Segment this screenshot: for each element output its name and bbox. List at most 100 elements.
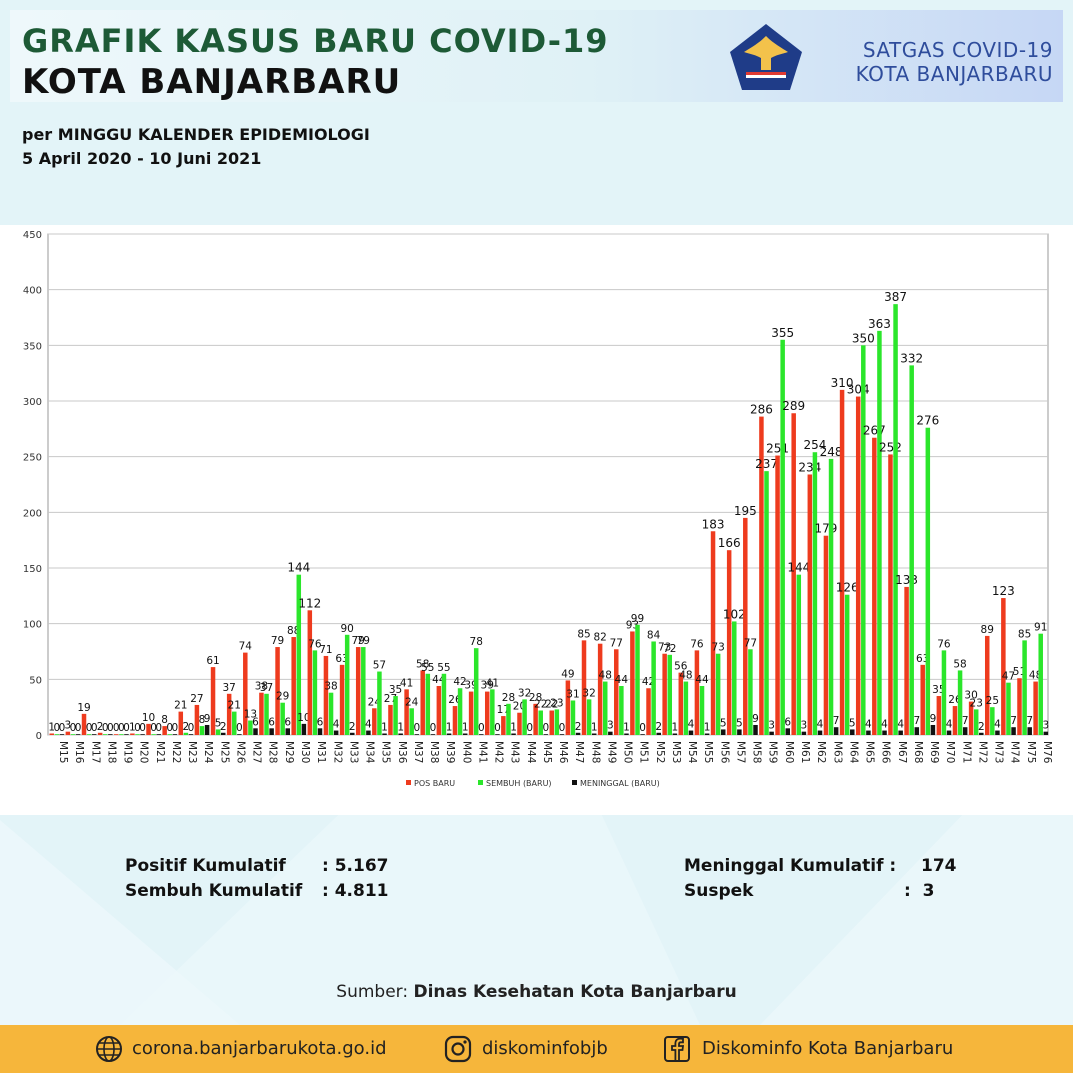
data-label: 332 bbox=[900, 351, 923, 365]
data-label: 1 bbox=[381, 722, 388, 734]
data-label: 37 bbox=[222, 682, 235, 694]
x-tick-label: M57 bbox=[734, 741, 746, 763]
bar-meninggal bbox=[930, 724, 936, 735]
data-label: 3 bbox=[607, 720, 614, 732]
x-tick-label: M23 bbox=[186, 741, 198, 763]
bar-sembuh bbox=[796, 574, 802, 735]
data-label: 363 bbox=[868, 317, 891, 331]
y-tick-label: 0 bbox=[36, 731, 42, 742]
data-label: 254 bbox=[803, 438, 826, 452]
bar-sembuh bbox=[361, 647, 366, 735]
data-label: 77 bbox=[610, 637, 623, 649]
x-tick-label: M74 bbox=[1009, 741, 1021, 764]
data-label: 286 bbox=[750, 403, 773, 417]
bar-sembuh bbox=[990, 707, 995, 735]
data-label: 267 bbox=[863, 424, 886, 438]
x-tick-label: M34 bbox=[364, 741, 376, 764]
website-link[interactable]: corona.banjarbarukota.go.id bbox=[132, 1038, 387, 1059]
data-label: 29 bbox=[276, 691, 289, 703]
data-label: 0 bbox=[59, 722, 66, 734]
y-tick-label: 250 bbox=[23, 453, 42, 464]
bar-meninggal bbox=[591, 733, 597, 735]
bar-pos-baru bbox=[452, 706, 458, 735]
data-label: 91 bbox=[1034, 622, 1047, 634]
bar-sembuh bbox=[780, 339, 785, 735]
bar-sembuh bbox=[828, 458, 834, 735]
x-tick-label: M18 bbox=[105, 741, 117, 763]
x-tick-label: M53 bbox=[670, 741, 682, 763]
facebook-link[interactable]: Diskominfo Kota Banjarbaru bbox=[702, 1038, 954, 1059]
bar-pos-baru bbox=[565, 680, 571, 735]
data-label: 32 bbox=[518, 687, 531, 699]
bar-pos-baru bbox=[468, 691, 474, 735]
x-tick-label: M63 bbox=[831, 741, 843, 763]
plot-area bbox=[47, 233, 1049, 736]
org-name-line-1: SATGAS COVID-19 bbox=[862, 38, 1053, 62]
bar-meninggal bbox=[817, 730, 823, 735]
bar-pos-baru bbox=[678, 672, 684, 735]
bar-sembuh bbox=[861, 345, 866, 735]
data-label: 0 bbox=[54, 722, 61, 734]
bar-sembuh bbox=[1006, 682, 1011, 735]
bar-sembuh bbox=[973, 709, 979, 735]
bar-sembuh bbox=[732, 621, 737, 735]
data-label: 22 bbox=[545, 699, 558, 711]
bar-pos-baru bbox=[775, 455, 780, 735]
x-tick-label: M24 bbox=[202, 741, 214, 764]
data-label: 76 bbox=[690, 638, 704, 650]
x-tick-label: M15 bbox=[57, 741, 69, 763]
bar-sembuh bbox=[683, 681, 689, 735]
bar-pos-baru bbox=[855, 396, 861, 735]
legend-label: MENINGGAL (BARU) bbox=[580, 779, 660, 788]
data-label: 79 bbox=[352, 635, 365, 647]
data-label: 133 bbox=[895, 573, 918, 587]
bar-sembuh bbox=[232, 711, 237, 735]
data-label: 9 bbox=[204, 713, 211, 725]
bar-meninggal bbox=[91, 734, 97, 735]
x-tick-label: M39 bbox=[444, 741, 456, 763]
bar-sembuh bbox=[183, 732, 189, 735]
bar-pos-baru bbox=[743, 517, 748, 735]
covid-bar-chart: 050100150200250300350400450100M15300M161… bbox=[23, 230, 1053, 788]
bar-meninggal bbox=[640, 734, 645, 735]
data-label: 1 bbox=[623, 722, 630, 734]
legend-swatch bbox=[406, 780, 411, 785]
bar-pos-baru bbox=[904, 586, 909, 735]
bar-pos-baru bbox=[501, 716, 506, 735]
data-label: 48 bbox=[679, 670, 692, 682]
bar-pos-baru bbox=[1033, 681, 1038, 735]
x-tick-label: M55 bbox=[702, 741, 714, 763]
x-tick-label: M45 bbox=[541, 741, 553, 763]
bar-pos-baru bbox=[226, 693, 232, 735]
data-label: 248 bbox=[820, 445, 843, 459]
data-label: 10 bbox=[142, 712, 155, 724]
data-label: 2 bbox=[349, 721, 356, 733]
data-label: 0 bbox=[102, 722, 109, 734]
instagram-link[interactable]: diskominfobjb bbox=[482, 1038, 608, 1059]
subtitle-date-range: 5 April 2020 - 10 Juni 2021 bbox=[22, 149, 262, 168]
x-tick-label: M56 bbox=[718, 741, 730, 764]
x-tick-label: M42 bbox=[493, 741, 505, 763]
x-tick-label: M51 bbox=[638, 741, 650, 763]
data-label: 2 bbox=[575, 721, 582, 733]
bar-sembuh bbox=[473, 648, 479, 735]
bar-meninggal bbox=[527, 734, 532, 735]
x-tick-label: M61 bbox=[799, 741, 811, 763]
bar-meninggal bbox=[720, 729, 726, 735]
data-label: 13 bbox=[244, 709, 257, 721]
bar-pos-baru bbox=[323, 655, 329, 735]
bar-pos-baru bbox=[372, 708, 377, 735]
x-tick-label: M20 bbox=[138, 741, 150, 763]
data-label: 276 bbox=[916, 414, 939, 428]
bar-meninggal bbox=[59, 734, 65, 735]
bar-sembuh bbox=[409, 708, 414, 735]
data-label: 0 bbox=[236, 722, 243, 734]
data-label: 195 bbox=[734, 504, 757, 518]
bar-pos-baru bbox=[162, 726, 167, 735]
data-label: 76 bbox=[308, 638, 322, 650]
x-tick-label: M17 bbox=[89, 741, 101, 763]
data-label: 28 bbox=[502, 692, 515, 704]
bar-sembuh bbox=[909, 365, 914, 735]
bar-sembuh bbox=[248, 720, 253, 735]
data-label: 2 bbox=[655, 721, 662, 733]
